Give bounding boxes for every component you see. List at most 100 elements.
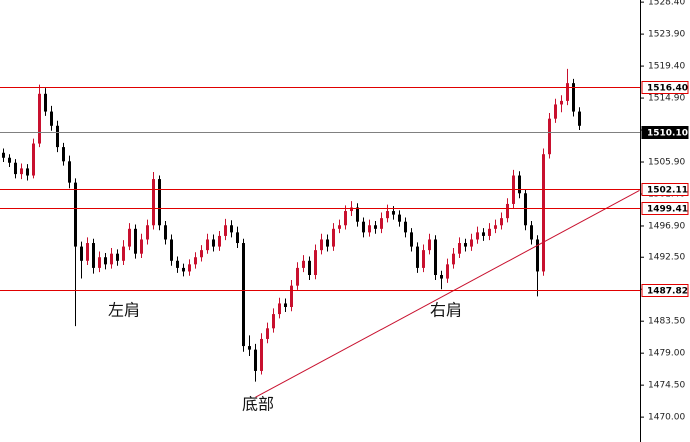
candle-body xyxy=(578,111,581,126)
candle-body xyxy=(416,246,419,268)
level-label-box xyxy=(641,81,689,94)
candle-body xyxy=(434,239,437,276)
candle-body xyxy=(176,260,179,268)
level-label: 1487.82 xyxy=(647,287,688,297)
candle-body xyxy=(374,225,377,229)
candle-body xyxy=(572,83,575,112)
candle-body xyxy=(392,211,395,215)
y-tick-label: 1492.50 xyxy=(648,253,685,263)
candle-body xyxy=(170,239,173,261)
y-tick-label: 1528.40 xyxy=(648,0,685,8)
candle-body xyxy=(128,228,131,247)
candle-body xyxy=(428,239,431,251)
candle-body xyxy=(506,203,509,219)
candle-body xyxy=(554,104,557,119)
candle-body xyxy=(2,152,5,158)
candle-body xyxy=(206,239,209,251)
candle-body xyxy=(20,168,23,175)
candle-body xyxy=(458,243,461,254)
y-tick-label: 1474.50 xyxy=(648,381,685,391)
level-label: 1502.11 xyxy=(647,186,688,196)
candle-body xyxy=(164,225,167,240)
candle-body xyxy=(188,264,191,272)
candle-body xyxy=(56,125,59,148)
candle-body xyxy=(110,253,113,265)
candle-body xyxy=(326,239,329,247)
candle-body xyxy=(422,250,425,268)
candle-body xyxy=(62,147,65,162)
candle-body xyxy=(74,182,77,247)
candle-body xyxy=(278,303,281,315)
y-tick-label: 1496.90 xyxy=(648,221,685,231)
candle-body xyxy=(338,225,341,229)
level-label: 1499.41 xyxy=(647,205,688,215)
candle-body xyxy=(320,239,323,251)
candle-body xyxy=(86,243,89,261)
y-tick-label: 1523.90 xyxy=(648,30,685,40)
candle-body xyxy=(476,232,479,240)
y-tick-label: 1483.50 xyxy=(648,317,685,327)
level-label-box xyxy=(641,126,689,139)
candle-body xyxy=(104,257,107,265)
level-label-box xyxy=(641,284,689,297)
annotation: 底部 xyxy=(242,395,274,414)
candle-body xyxy=(50,111,53,126)
candle-body xyxy=(254,349,257,371)
candle-body xyxy=(182,267,185,272)
candle-body xyxy=(470,239,473,247)
candle-body xyxy=(98,257,101,268)
candle-body xyxy=(230,225,233,233)
candle-body xyxy=(380,218,383,229)
candle-body xyxy=(368,225,371,233)
candle-body xyxy=(488,228,491,236)
y-tick-label: 1505.90 xyxy=(648,158,685,168)
candle-body xyxy=(194,257,197,265)
candle-body xyxy=(122,246,125,261)
candle-body xyxy=(116,253,119,261)
candle-body xyxy=(248,346,251,350)
level-label-box xyxy=(641,202,689,215)
candle-body xyxy=(410,232,413,247)
candle-body xyxy=(290,285,293,307)
annotation: 右肩 xyxy=(430,301,462,320)
candle-body xyxy=(266,328,269,339)
candle-body xyxy=(14,162,17,175)
candle-body xyxy=(314,250,317,276)
candle-body xyxy=(260,338,263,371)
candle-body xyxy=(140,239,143,254)
candle-body xyxy=(482,232,485,236)
candle-body xyxy=(386,211,389,219)
candle-body xyxy=(146,225,149,240)
candle-body xyxy=(464,243,467,247)
level-label-box xyxy=(641,183,689,196)
candle-body xyxy=(566,83,569,101)
candle-body xyxy=(560,100,563,105)
candle-body xyxy=(548,118,551,155)
candle-body xyxy=(446,264,449,279)
level-label: 1510.10 xyxy=(647,129,688,139)
candle-body xyxy=(332,228,335,247)
candle-body xyxy=(440,275,443,279)
trendline xyxy=(255,190,640,398)
candle-body xyxy=(296,267,299,286)
candle-body xyxy=(134,228,137,254)
y-tick-label: 1514.90 xyxy=(648,94,685,104)
candle-body xyxy=(236,232,239,244)
candle-body xyxy=(404,221,407,233)
candle-body xyxy=(350,207,353,212)
candle-body xyxy=(542,154,545,272)
candle-body xyxy=(524,193,527,226)
y-tick-label: 1519.40 xyxy=(648,62,685,72)
candle-body xyxy=(200,250,203,258)
candle-body xyxy=(224,225,227,236)
candle-body xyxy=(530,225,533,240)
candle-body xyxy=(398,214,401,222)
candle-body xyxy=(284,303,287,307)
candle-body xyxy=(452,253,455,265)
candle-body xyxy=(344,211,347,226)
candle-body xyxy=(536,239,539,272)
candle-body xyxy=(38,93,41,144)
level-label: 1516.40 xyxy=(647,84,688,94)
candle-body xyxy=(362,221,365,233)
